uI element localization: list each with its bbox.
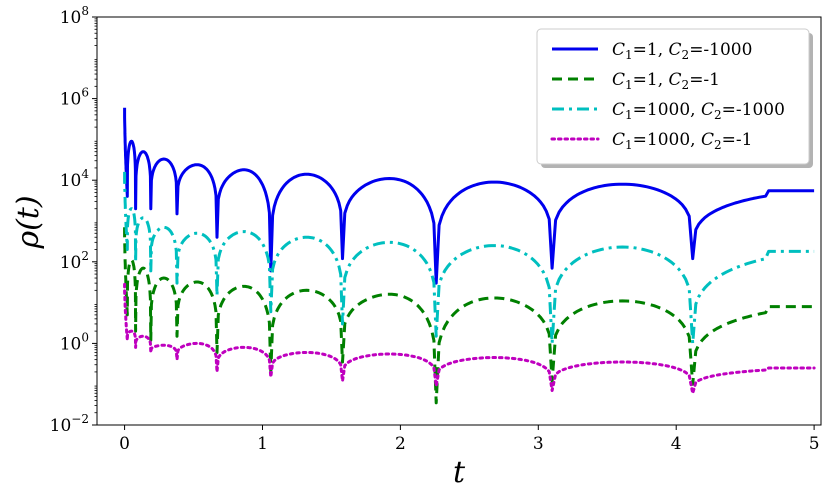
x-tick-label: 4 (671, 434, 682, 454)
x-tick-label: 3 (533, 434, 544, 454)
legend-box (536, 28, 810, 165)
x-axis: 0 1 2 3 4 5 (119, 425, 820, 454)
legend-label-2: C1=1, C2=-1 (612, 70, 720, 92)
y-axis-title: ρ(t) (11, 195, 46, 249)
y-tick-label: 104 (60, 167, 90, 191)
y-axis: 10−2 100 102 104 106 108 (50, 4, 97, 436)
legend-label-4: C1=1000, C2=-1 (612, 130, 752, 152)
series-layer (123, 107, 816, 405)
series-line-3 (123, 171, 815, 345)
y-tick-label: 102 (60, 249, 89, 273)
y-tick-label: 106 (60, 86, 89, 110)
y-tick-label: 108 (60, 4, 89, 28)
x-tick-label: 1 (257, 434, 268, 454)
legend-label-3: C1=1000, C2=-1000 (612, 100, 785, 122)
series-line-2 (123, 227, 815, 405)
y-tick-label: 100 (60, 330, 89, 354)
series-line-1 (123, 107, 815, 285)
legend: C1=1, C2=-1000 C1=1, C2=-1 C1=1000, C2=-10… (536, 28, 813, 168)
x-axis-title: t (453, 455, 466, 490)
x-tick-label: 2 (395, 434, 406, 454)
x-tick-label: 0 (119, 434, 130, 454)
legend-label-1: C1=1, C2=-1000 (612, 40, 752, 62)
series-line-4 (123, 282, 816, 395)
y-tick-label: 10−2 (50, 412, 89, 436)
x-tick-label: 5 (809, 434, 820, 454)
